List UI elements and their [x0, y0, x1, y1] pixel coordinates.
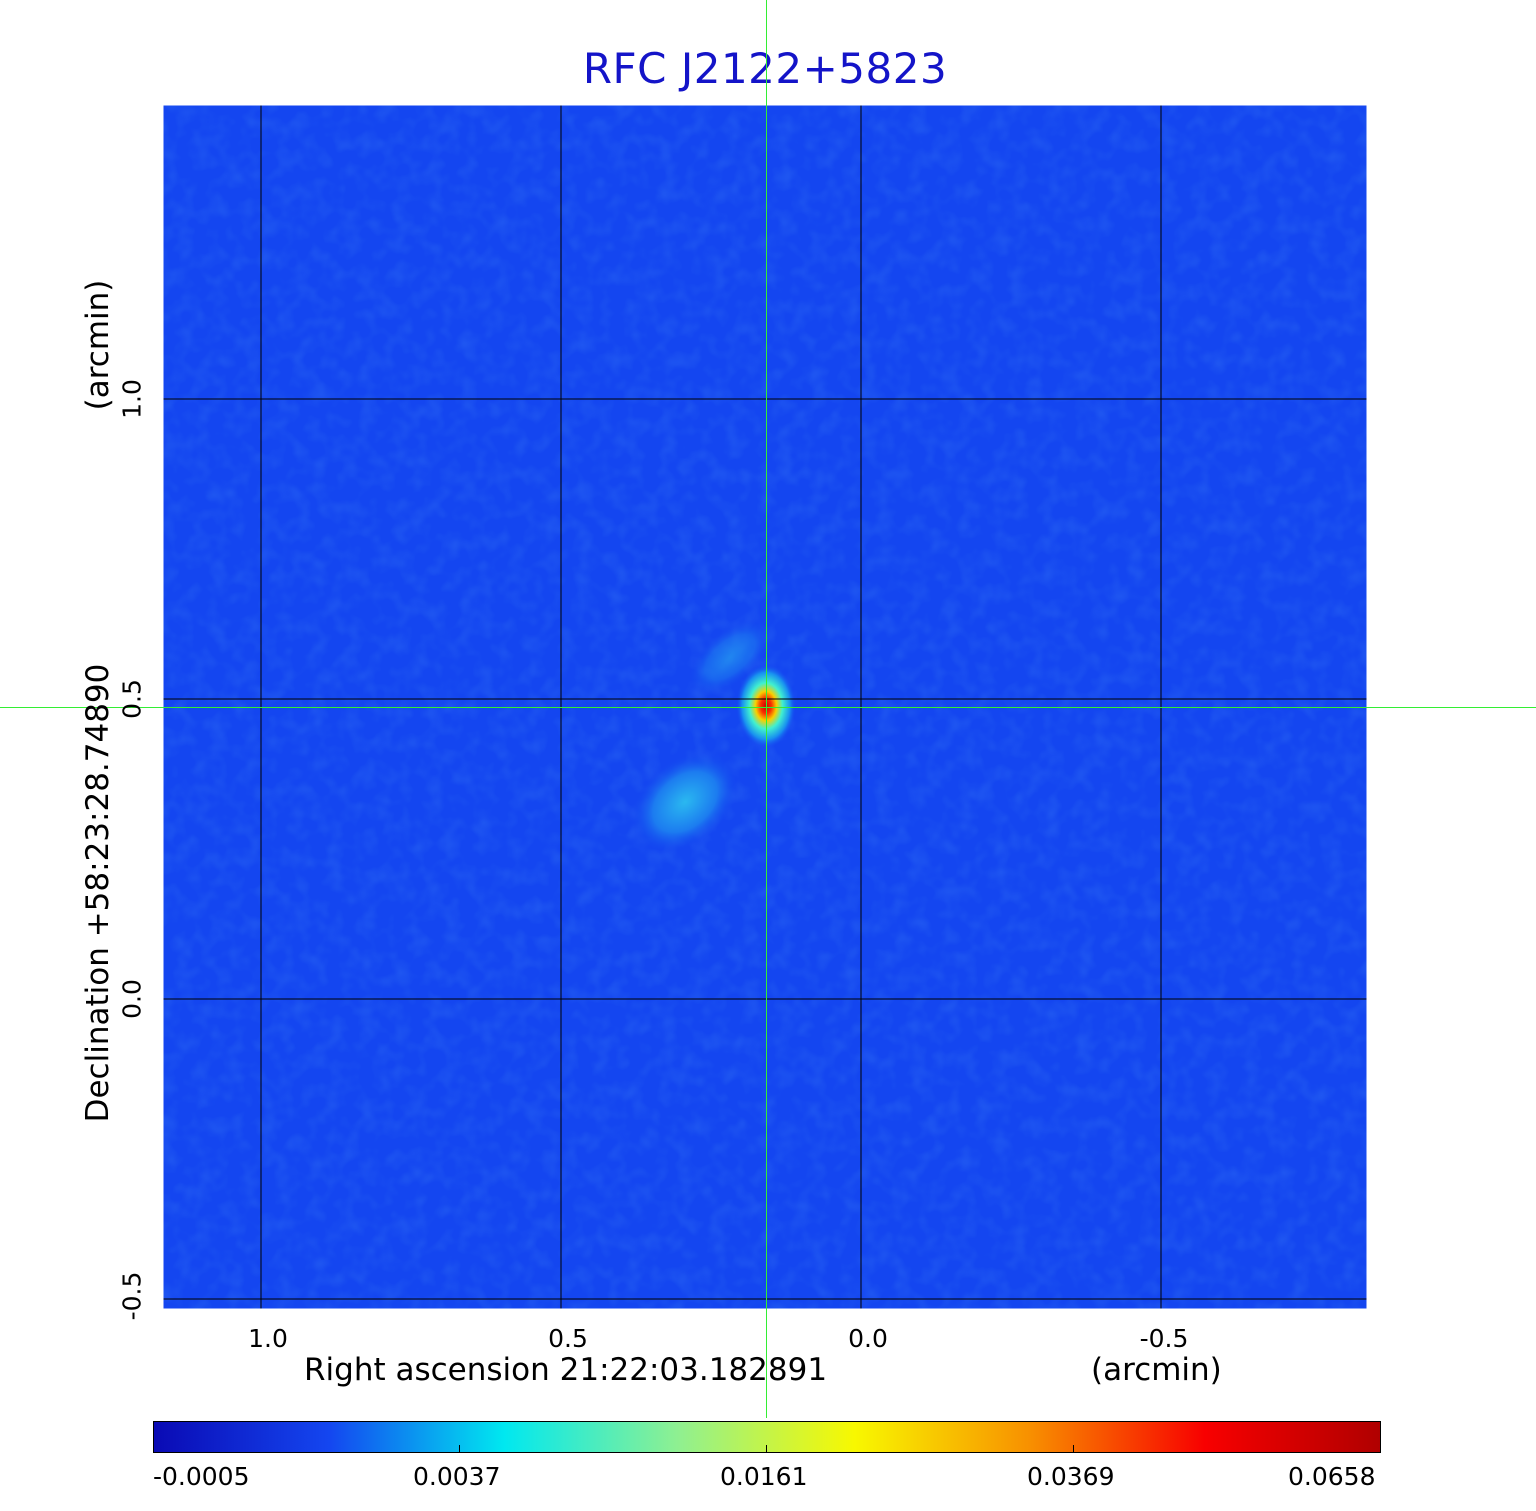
x-tick-label: 0.5	[548, 1324, 588, 1353]
plot-title: RFC J2122+5823	[582, 44, 948, 93]
y-tick-label: 1.0	[117, 379, 147, 419]
colorbar-tick-label: -0.0005	[153, 1462, 250, 1491]
crosshair-vertical	[766, 0, 767, 1418]
colorbar-tick-mark	[1073, 1445, 1074, 1453]
colorbar-tick-label: 0.0658	[1288, 1462, 1376, 1491]
colorbar	[153, 1421, 1381, 1453]
x-tick-label: 1.0	[248, 1324, 288, 1353]
colorbar-tick-label: 0.0369	[1027, 1462, 1115, 1491]
colorbar-tick-label: 0.0037	[413, 1462, 501, 1491]
colorbar-tick-label: 0.0161	[720, 1462, 808, 1491]
colorbar-tick-mark	[766, 1445, 767, 1453]
x-tick-label: -0.5	[1139, 1324, 1189, 1353]
y-tick-label: 0.0	[117, 979, 147, 1019]
x-axis-unit: (arcmin)	[1091, 1352, 1222, 1388]
jet-feature	[631, 751, 739, 853]
colorbar-tick-mark	[459, 1445, 460, 1453]
x-tick-label: 0.0	[848, 1324, 888, 1353]
y-tick-label: 0.5	[117, 679, 147, 719]
jet-feature-upper	[688, 619, 772, 695]
crosshair-horizontal	[0, 707, 1536, 708]
y-tick-label: -0.5	[117, 1271, 147, 1321]
x-axis-label: Right ascension 21:22:03.182891	[304, 1352, 828, 1388]
y-axis-label: Declination +58:23:28.74890	[80, 663, 116, 1123]
y-axis-unit: (arcmin)	[80, 279, 116, 411]
